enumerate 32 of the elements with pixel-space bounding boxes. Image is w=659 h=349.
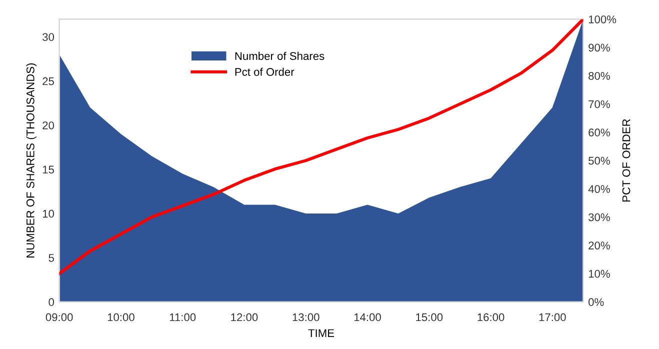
y2-tick-label: 70% <box>588 100 610 108</box>
y2-tick-label: 100% <box>588 15 616 24</box>
x-tick-label: 13:00 <box>292 313 320 322</box>
y2-tick-label: 90% <box>588 44 610 52</box>
y-tick-label: 15 <box>42 166 54 174</box>
y2-tick-label: 40% <box>588 185 610 193</box>
y2-tick-label: 50% <box>588 156 610 165</box>
x-tick-label: 17:00 <box>539 313 566 322</box>
y2-tick-label: 30% <box>588 213 610 222</box>
legend-label: Number of Shares <box>235 52 324 60</box>
x-tick-label: 14:00 <box>354 313 381 322</box>
y-tick-label: 5 <box>48 254 54 262</box>
y-tick-label: 20 <box>42 121 54 130</box>
y2-tick-label: 20% <box>588 242 610 250</box>
x-tick-label: 10:00 <box>108 313 134 322</box>
x-tick-label: 12:00 <box>231 313 258 322</box>
y-axis-title: NUMBER OF SHARES (THOUSANDS) <box>26 63 37 258</box>
y-tick-label: 10 <box>42 210 54 218</box>
legend-label: Pct of Order <box>235 68 294 76</box>
x-axis-title: TIME <box>308 329 334 337</box>
y2-tick-label: 60% <box>588 128 610 136</box>
y2-tick-label: 0% <box>588 298 604 306</box>
x-tick-label: 11:00 <box>170 313 196 322</box>
y2-tick-label: 10% <box>588 270 610 278</box>
y-tick-label: 0 <box>48 298 54 306</box>
y2-axis-title: PCT OF ORDER <box>622 119 630 202</box>
x-tick-label: 09:00 <box>46 313 73 322</box>
x-tick-label: 16:00 <box>478 313 504 322</box>
y2-tick-label: 80% <box>588 72 610 80</box>
y-tick-label: 30 <box>42 33 54 41</box>
y-tick-label: 25 <box>42 77 54 86</box>
x-tick-label: 15:00 <box>416 313 443 322</box>
